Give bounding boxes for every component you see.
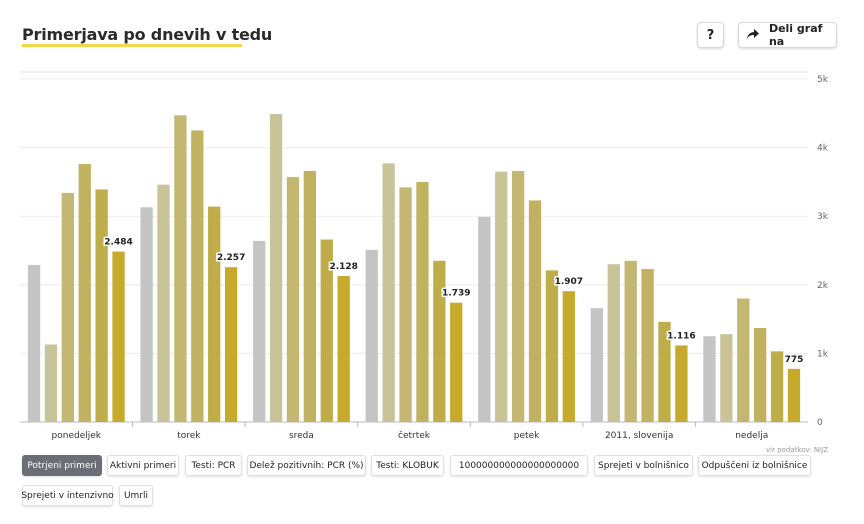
bar[interactable]: [703, 336, 716, 422]
bar[interactable]: [399, 187, 412, 422]
tab-testi-pcr[interactable]: Testi: PCR: [185, 455, 242, 476]
help-button-label: ?: [706, 27, 715, 43]
bar[interactable]: [303, 170, 317, 422]
bar[interactable]: [641, 269, 654, 422]
tab-label: Potrjeni primeri: [27, 460, 97, 471]
bar[interactable]: [770, 351, 784, 422]
bar[interactable]: [174, 115, 187, 422]
data-label: 775: [785, 355, 804, 365]
bar[interactable]: [433, 260, 446, 422]
x-category-label: ponedeljek: [52, 431, 102, 441]
tab-odpu-eni-iz-bolni-nice[interactable]: Odpuščeni iz bolnišnice: [698, 455, 811, 476]
bar[interactable]: [320, 239, 333, 422]
tab-umrli[interactable]: Umrli: [119, 485, 153, 506]
tab-label: Sprejeti v bolnišnico: [598, 460, 689, 471]
x-category-label: 2011, slovenija: [605, 431, 673, 441]
y-tick-label: 2k: [817, 281, 829, 291]
bar[interactable]: [737, 298, 750, 422]
bar[interactable]: [95, 189, 108, 422]
bar[interactable]: [545, 270, 559, 422]
bar[interactable]: [157, 184, 170, 422]
bar[interactable]: [511, 170, 525, 422]
bar[interactable]: [528, 200, 542, 422]
data-label: 1.907: [555, 277, 583, 287]
bar[interactable]: [286, 177, 300, 422]
bar[interactable]: [624, 260, 637, 422]
data-source: vir podatkov: NIJZ: [766, 446, 828, 454]
data-label: 2.484: [104, 238, 132, 248]
bar[interactable]: [78, 164, 91, 422]
bar[interactable]: [478, 216, 491, 422]
tab-testi-klobuk[interactable]: Testi: KLOBUK: [371, 455, 444, 476]
tab-dele-pozitivnih-pcr[interactable]: Delež pozitivnih: PCR (%): [247, 455, 366, 476]
bar[interactable]: [607, 264, 620, 422]
x-category-label: nedelja: [735, 431, 768, 441]
y-tick-label: 5k: [817, 75, 829, 85]
y-tick-label: 3k: [817, 212, 829, 222]
tab-label: Umrli: [123, 490, 149, 501]
y-tick-label: 0: [817, 418, 823, 428]
tab-label: 100000000000000000000: [458, 460, 580, 471]
bar[interactable]: [224, 267, 238, 422]
bar[interactable]: [382, 163, 395, 423]
data-label: 2.128: [329, 262, 357, 272]
tab-sprejeti-v-intenzivno[interactable]: Sprejeti v intenzivno: [21, 485, 114, 506]
data-label: 2.257: [217, 253, 245, 263]
tab-label: Testi: PCR: [191, 460, 236, 471]
bar[interactable]: [253, 240, 266, 422]
x-category-label: petek: [514, 431, 540, 441]
bar[interactable]: [754, 328, 767, 422]
data-label: 1.116: [667, 331, 695, 341]
title-underline: [22, 44, 242, 47]
bar[interactable]: [675, 345, 688, 422]
x-category-label: torek: [177, 431, 201, 441]
tab-potrjeni-primeri[interactable]: Potrjeni primeri: [22, 455, 102, 476]
share-button-label: Deli graf na: [768, 22, 823, 48]
bar[interactable]: [416, 181, 429, 422]
chart-title: Primerjava po dnevih v tedu: [22, 25, 273, 44]
bar[interactable]: [112, 251, 125, 422]
tab-100000000000000000000[interactable]: 100000000000000000000: [450, 455, 588, 476]
bar[interactable]: [590, 308, 604, 422]
bar[interactable]: [140, 207, 153, 422]
tab-sprejeti-v-bolni-nico[interactable]: Sprejeti v bolnišnico: [594, 455, 693, 476]
bar[interactable]: [27, 264, 41, 422]
tab-aktivni-primeri[interactable]: Aktivni primeri: [107, 455, 179, 476]
x-category-label: četrtek: [398, 430, 431, 441]
data-label: 1.739: [442, 289, 470, 299]
bar[interactable]: [365, 249, 378, 422]
help-button[interactable]: ?: [697, 22, 724, 48]
share-arrow-icon: [747, 28, 760, 42]
tab-label: Aktivni primeri: [109, 460, 177, 471]
bar[interactable]: [495, 171, 508, 422]
tab-label: Sprejeti v intenzivno: [21, 490, 114, 501]
bar[interactable]: [61, 192, 74, 422]
y-tick-label: 1k: [817, 349, 829, 359]
bar[interactable]: [337, 276, 350, 422]
bar[interactable]: [562, 291, 575, 422]
bar[interactable]: [208, 206, 221, 422]
bar[interactable]: [269, 113, 283, 423]
y-tick-label: 4k: [817, 144, 829, 154]
bar[interactable]: [450, 302, 463, 422]
share-button[interactable]: Deli graf na: [738, 22, 837, 48]
tab-label: Delež pozitivnih: PCR (%): [249, 460, 364, 471]
tab-label: Testi: KLOBUK: [376, 460, 439, 471]
bar[interactable]: [720, 334, 733, 422]
tab-label: Odpuščeni iz bolnišnice: [701, 460, 808, 471]
bar[interactable]: [787, 368, 801, 422]
bar[interactable]: [658, 321, 671, 422]
bar[interactable]: [191, 130, 204, 422]
x-category-label: sreda: [289, 431, 314, 441]
bar[interactable]: [44, 344, 58, 422]
